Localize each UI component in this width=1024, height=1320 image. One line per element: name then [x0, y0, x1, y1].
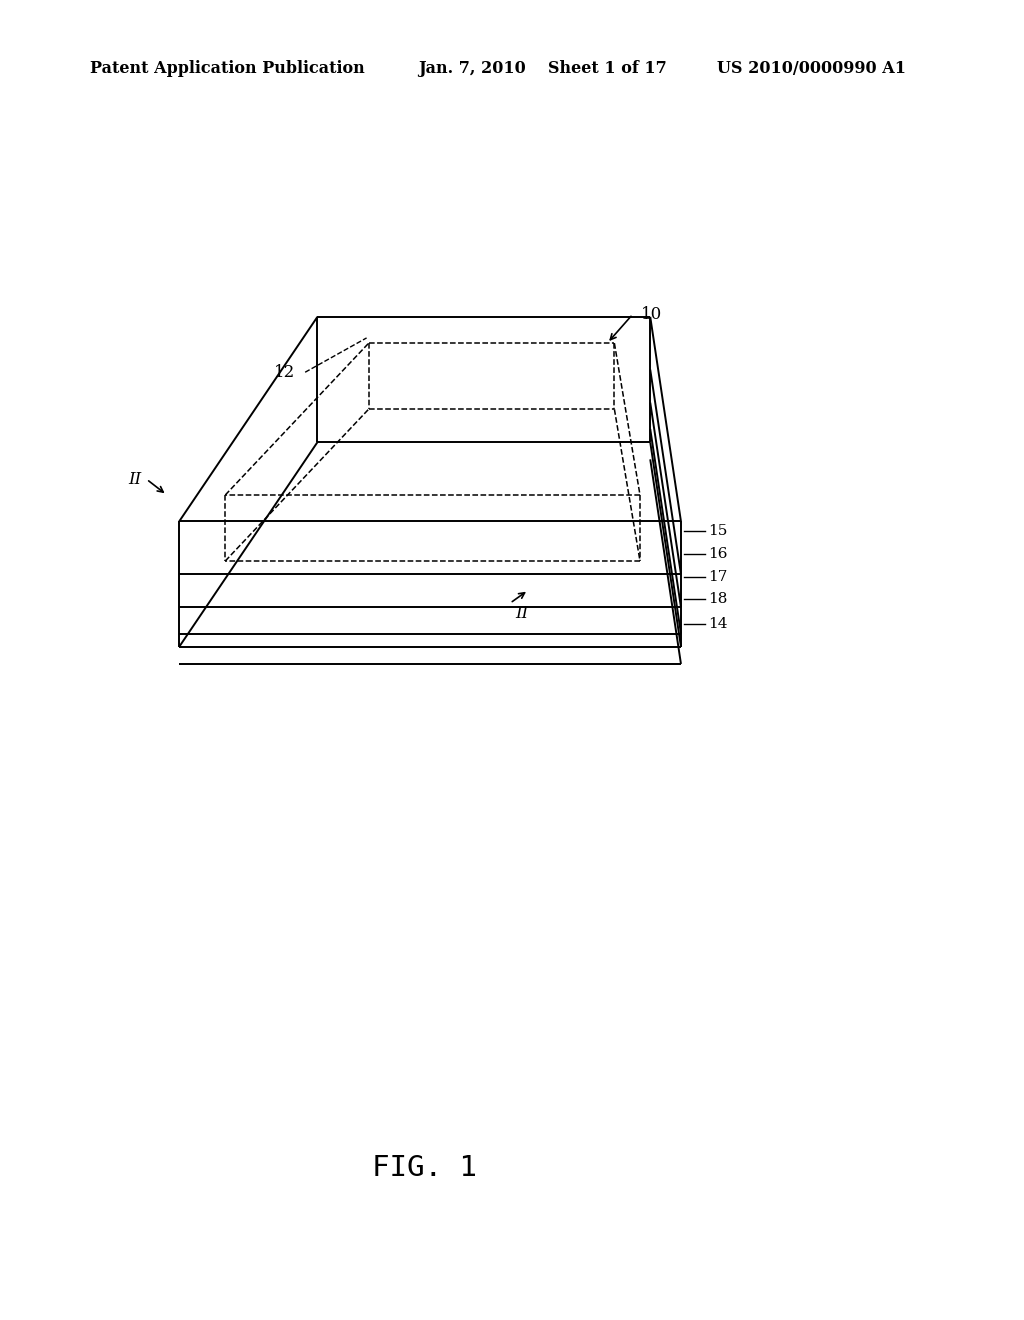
Text: Jan. 7, 2010: Jan. 7, 2010: [418, 61, 525, 77]
Text: II: II: [128, 471, 141, 487]
Text: Sheet 1 of 17: Sheet 1 of 17: [548, 61, 667, 77]
Text: 14: 14: [709, 618, 728, 631]
Text: II: II: [515, 606, 528, 622]
Text: 15: 15: [709, 524, 728, 537]
Text: 12: 12: [274, 364, 296, 380]
Text: US 2010/0000990 A1: US 2010/0000990 A1: [717, 61, 906, 77]
Text: 10: 10: [641, 306, 663, 322]
Text: 18: 18: [709, 593, 728, 606]
Text: Patent Application Publication: Patent Application Publication: [90, 61, 365, 77]
Text: 16: 16: [709, 548, 728, 561]
Text: FIG. 1: FIG. 1: [373, 1154, 477, 1183]
Text: 17: 17: [709, 570, 728, 583]
